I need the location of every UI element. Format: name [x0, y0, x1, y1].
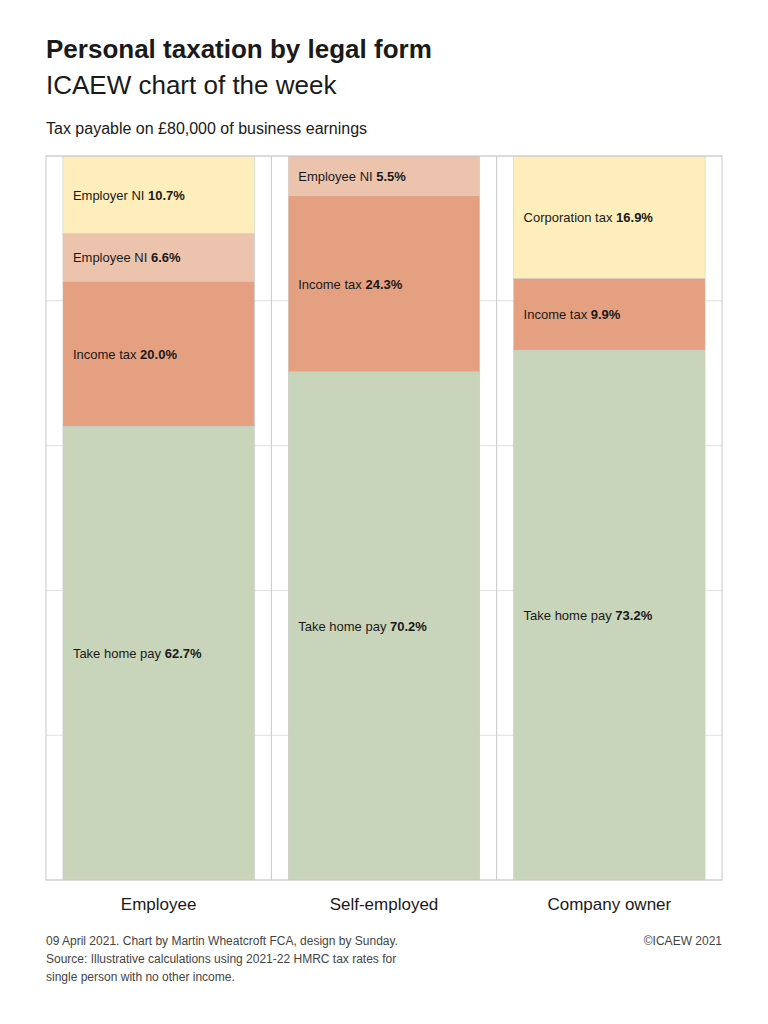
segment-name: Income tax: [73, 346, 140, 361]
segment-value: 70.2%: [390, 618, 427, 633]
title: Personal taxation by legal form: [46, 34, 432, 64]
chart: Personal taxation by legal form ICAEW cha…: [0, 0, 768, 1024]
category-label: Employee: [121, 895, 197, 914]
bar-segment: [514, 278, 706, 350]
segment-value: 73.2%: [615, 608, 652, 623]
bar-segment: [514, 350, 706, 880]
plot-frame: [46, 156, 722, 880]
category-label: Company owner: [547, 895, 671, 914]
segment-value: 9.9%: [591, 307, 621, 322]
segment-name: Income tax: [524, 307, 591, 322]
segment-value: 16.9%: [616, 210, 653, 225]
divider: [271, 156, 272, 880]
category-label: Self-employed: [330, 895, 439, 914]
data-label: Income tax 20.0%: [73, 346, 178, 361]
data-label: Income tax 24.3%: [298, 276, 403, 291]
bar-segment: [288, 196, 480, 372]
data-label: Employer NI 10.7%: [73, 187, 185, 202]
segment-value: 20.0%: [140, 346, 177, 361]
bar-segment: [63, 281, 255, 426]
data-labels: Take home pay 62.7% Income tax 20.0% Emplo…: [73, 168, 653, 660]
segment-name: Take home pay: [524, 608, 616, 623]
segment-name: Employee NI: [298, 168, 376, 183]
bar-segment: [63, 156, 255, 233]
data-label: Take home pay 70.2%: [298, 618, 427, 633]
data-label: Income tax 9.9%: [524, 307, 621, 322]
segment-name: Take home pay: [73, 646, 165, 661]
bar-segment: [63, 233, 255, 281]
segment-value: 10.7%: [148, 187, 185, 202]
segment-name: Corporation tax: [524, 210, 617, 225]
bar-segment: [288, 372, 480, 880]
divider: [496, 156, 497, 880]
data-label: Take home pay 62.7%: [73, 646, 202, 661]
data-label: Employee NI 6.6%: [73, 250, 181, 265]
data-label: Employee NI 5.5%: [298, 168, 406, 183]
footer-right: ©ICAEW 2021: [644, 934, 723, 948]
annotation: Tax payable on £80,000 of business earni…: [46, 120, 367, 137]
segment-value: 5.5%: [376, 168, 406, 183]
bar-segment: [514, 156, 706, 278]
segment-name: Employer NI: [73, 187, 148, 202]
data-label: Corporation tax 16.9%: [524, 210, 654, 225]
segment-value: 6.6%: [151, 250, 181, 265]
segment-name: Employee NI: [73, 250, 151, 265]
bar-segment: [288, 156, 480, 196]
bar-segment: [63, 426, 255, 880]
segment-name: Take home pay: [298, 618, 390, 633]
footer: 09 April 2021. Chart by Martin Wheatcrof…: [46, 934, 398, 984]
segment-value: 24.3%: [365, 276, 402, 291]
data-label: Take home pay 73.2%: [524, 608, 653, 623]
segment-name: Income tax: [298, 276, 365, 291]
bars: [63, 156, 705, 880]
segment-value: 62.7%: [165, 646, 202, 661]
subtitle: ICAEW chart of the week: [46, 70, 337, 100]
